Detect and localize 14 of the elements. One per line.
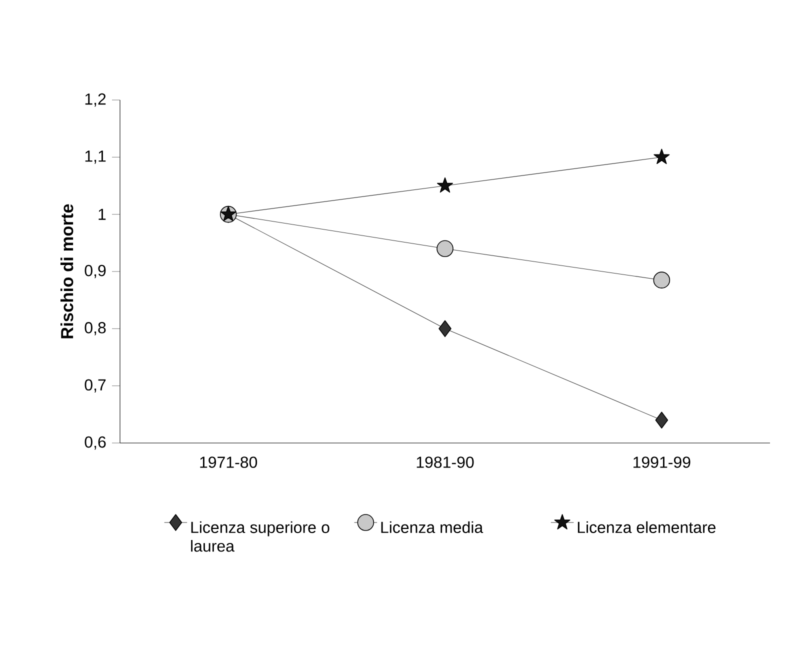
y-tick-label: 0,8 <box>84 322 106 336</box>
legend-label: Licenza superiore o laurea <box>191 521 330 552</box>
y-tick-label: 1,2 <box>85 93 106 107</box>
y-tick-label: 1 <box>98 208 106 220</box>
y-tick-label: 0,6 <box>84 436 106 450</box>
y-tick-label: 0,7 <box>84 379 106 392</box>
legend-label: Licenza media <box>381 521 484 534</box>
legend-label: Licenza elementare <box>578 521 716 534</box>
x-tick-label: 1991-99 <box>634 456 690 468</box>
y-axis-title: Rischio di morte <box>60 204 74 338</box>
y-tick-label: 0,9 <box>84 264 106 278</box>
y-tick-label: 1,1 <box>85 150 106 164</box>
x-tick-label: 1981-90 <box>416 456 474 468</box>
x-tick-label: 1971-80 <box>200 456 258 468</box>
